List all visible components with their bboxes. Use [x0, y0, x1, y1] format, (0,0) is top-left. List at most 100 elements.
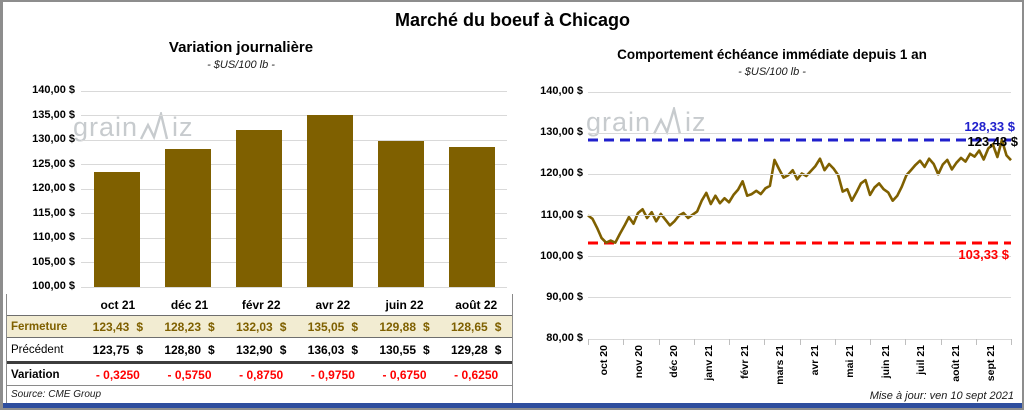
gridline: [81, 115, 507, 116]
source-text: Source: CME Group: [11, 389, 102, 400]
cell-value: - 0,9750: [310, 367, 355, 382]
column-header: août 22: [455, 297, 498, 312]
y-tick-label: 105,00 $: [32, 255, 75, 268]
bar: [377, 140, 424, 287]
currency-symbol: $: [279, 342, 287, 357]
watermark-spike-icon: [140, 112, 169, 141]
line-chart-plot: [587, 91, 1012, 340]
table-cell: 129,28 $: [440, 343, 512, 357]
cell-value: 132,03: [235, 319, 273, 334]
column-header: oct 21: [100, 297, 136, 312]
currency-symbol: $: [494, 342, 502, 357]
x-tick-label: févr 21: [738, 345, 751, 379]
x-tick-label: janv 21: [703, 345, 716, 381]
currency-symbol: $: [351, 319, 359, 334]
table-cell: 129,88 $: [369, 320, 441, 334]
x-tick-mark: [764, 339, 766, 345]
line-chart-subtitle: - $US/100 lb -: [738, 66, 806, 78]
max-price-label: 128,33 $: [964, 119, 1015, 134]
gridline: [588, 173, 1011, 175]
bar-chart-title: Variation journalière: [168, 39, 314, 56]
row-label: Variation: [11, 368, 60, 381]
gridline: [81, 90, 507, 92]
row-label: Précédent: [11, 343, 64, 356]
watermark-spike-icon: [653, 107, 682, 136]
y-tick-label: 135,00 $: [32, 108, 75, 121]
cell-value: 132,90: [235, 342, 273, 357]
y-tick-label: 140,00 $: [32, 84, 75, 96]
watermark-text: iz: [172, 112, 194, 142]
price-table: oct 21 déc 21 févr 22 avr 22 juin 22 août 22 F…: [6, 294, 513, 403]
x-tick-mark: [940, 339, 942, 345]
currency-symbol: $: [351, 342, 359, 357]
bar-chart-plot: [81, 90, 507, 288]
table-row: Variation - 0,3250 - 0,5750 - 0,8750 - 0,975…: [7, 364, 512, 386]
column-header: févr 22: [241, 297, 281, 312]
table-cell: - 0,8750: [225, 368, 297, 382]
watermark-text: iz: [685, 107, 707, 137]
cell-value: 123,43: [92, 319, 130, 334]
page-title: Marché du boeuf à Chicago: [394, 10, 631, 30]
x-tick-mark: [588, 339, 589, 345]
x-tick-label: mars 21: [773, 345, 786, 385]
gridline: [81, 237, 507, 239]
y-tick-label: 130,00 $: [32, 133, 75, 145]
y-tick-label: 125,00 $: [32, 157, 75, 170]
y-tick-label: 110,00 $: [32, 231, 75, 243]
gridline: [81, 188, 507, 190]
cell-value: - 0,6250: [454, 367, 499, 382]
line-chart-title: Comportement échéance immédiate depuis 1…: [617, 47, 927, 62]
gridline: [81, 164, 507, 165]
table-cell: - 0,3250: [82, 368, 154, 382]
currency-symbol: $: [208, 342, 215, 357]
table-cell: - 0,9750: [297, 368, 369, 382]
table-cell: 128,65 $: [440, 320, 512, 334]
y-tick-label: 100,00 $: [540, 249, 583, 262]
x-tick-mark: [975, 339, 977, 345]
price-series-line: [587, 138, 1012, 244]
y-tick-label: 120,00 $: [32, 182, 75, 194]
currency-symbol: $: [136, 319, 144, 334]
table-header-row: oct 21 déc 21 févr 22 avr 22 juin 22 août 22: [7, 294, 512, 315]
table-row: Précédent 123,75 $128,80 $ 132,90 $136,03 $130…: [7, 338, 512, 364]
x-tick-mark: [799, 339, 801, 345]
currency-symbol: $: [208, 319, 215, 334]
x-tick-mark: [870, 339, 871, 345]
column-header: juin 22: [385, 297, 424, 312]
x-tick-label: juin 21: [879, 345, 892, 379]
x-tick-label: oct 20: [597, 345, 610, 376]
last-updated-text: Mise à jour: ven 10 sept 2021: [869, 390, 1014, 402]
cell-value: - 0,3250: [95, 367, 140, 382]
y-tick-label: 80,00 $: [546, 332, 583, 344]
x-tick-mark: [729, 339, 730, 345]
grainwiz-watermark: grain iz: [586, 107, 707, 136]
table-cell: 135,05 $: [297, 320, 369, 334]
bar: [235, 130, 282, 287]
table-cell: 130,55 $: [369, 343, 441, 357]
cell-value: 130,55: [379, 342, 417, 357]
gridline: [588, 132, 1011, 134]
x-tick-mark: [658, 339, 660, 345]
cell-value: 136,03: [307, 342, 345, 357]
table-cell: 132,03 $: [225, 320, 297, 334]
gridline: [588, 256, 1011, 258]
cell-value: 129,28: [451, 342, 488, 357]
y-tick-label: 120,00 $: [540, 167, 583, 180]
watermark-text: grain: [586, 107, 652, 137]
row-label: Fermeture: [11, 320, 68, 333]
currency-symbol: $: [494, 319, 502, 334]
table-cell: 132,90 $: [225, 343, 297, 357]
cell-value: 123,75: [92, 342, 130, 357]
cell-value: - 0,6750: [382, 367, 427, 382]
cell-value: 128,23: [164, 319, 202, 334]
grainwiz-watermark: grain iz: [73, 112, 194, 141]
gridline: [588, 91, 1011, 93]
table-cell: 128,80 $: [154, 343, 226, 357]
table-cell: 136,03 $: [297, 343, 369, 357]
x-tick-mark: [834, 339, 836, 345]
x-tick-label: août 21: [950, 345, 963, 382]
x-tick-mark: [623, 339, 625, 345]
watermark-text: grain: [73, 112, 139, 142]
bottom-accent-bar: [3, 403, 1022, 408]
